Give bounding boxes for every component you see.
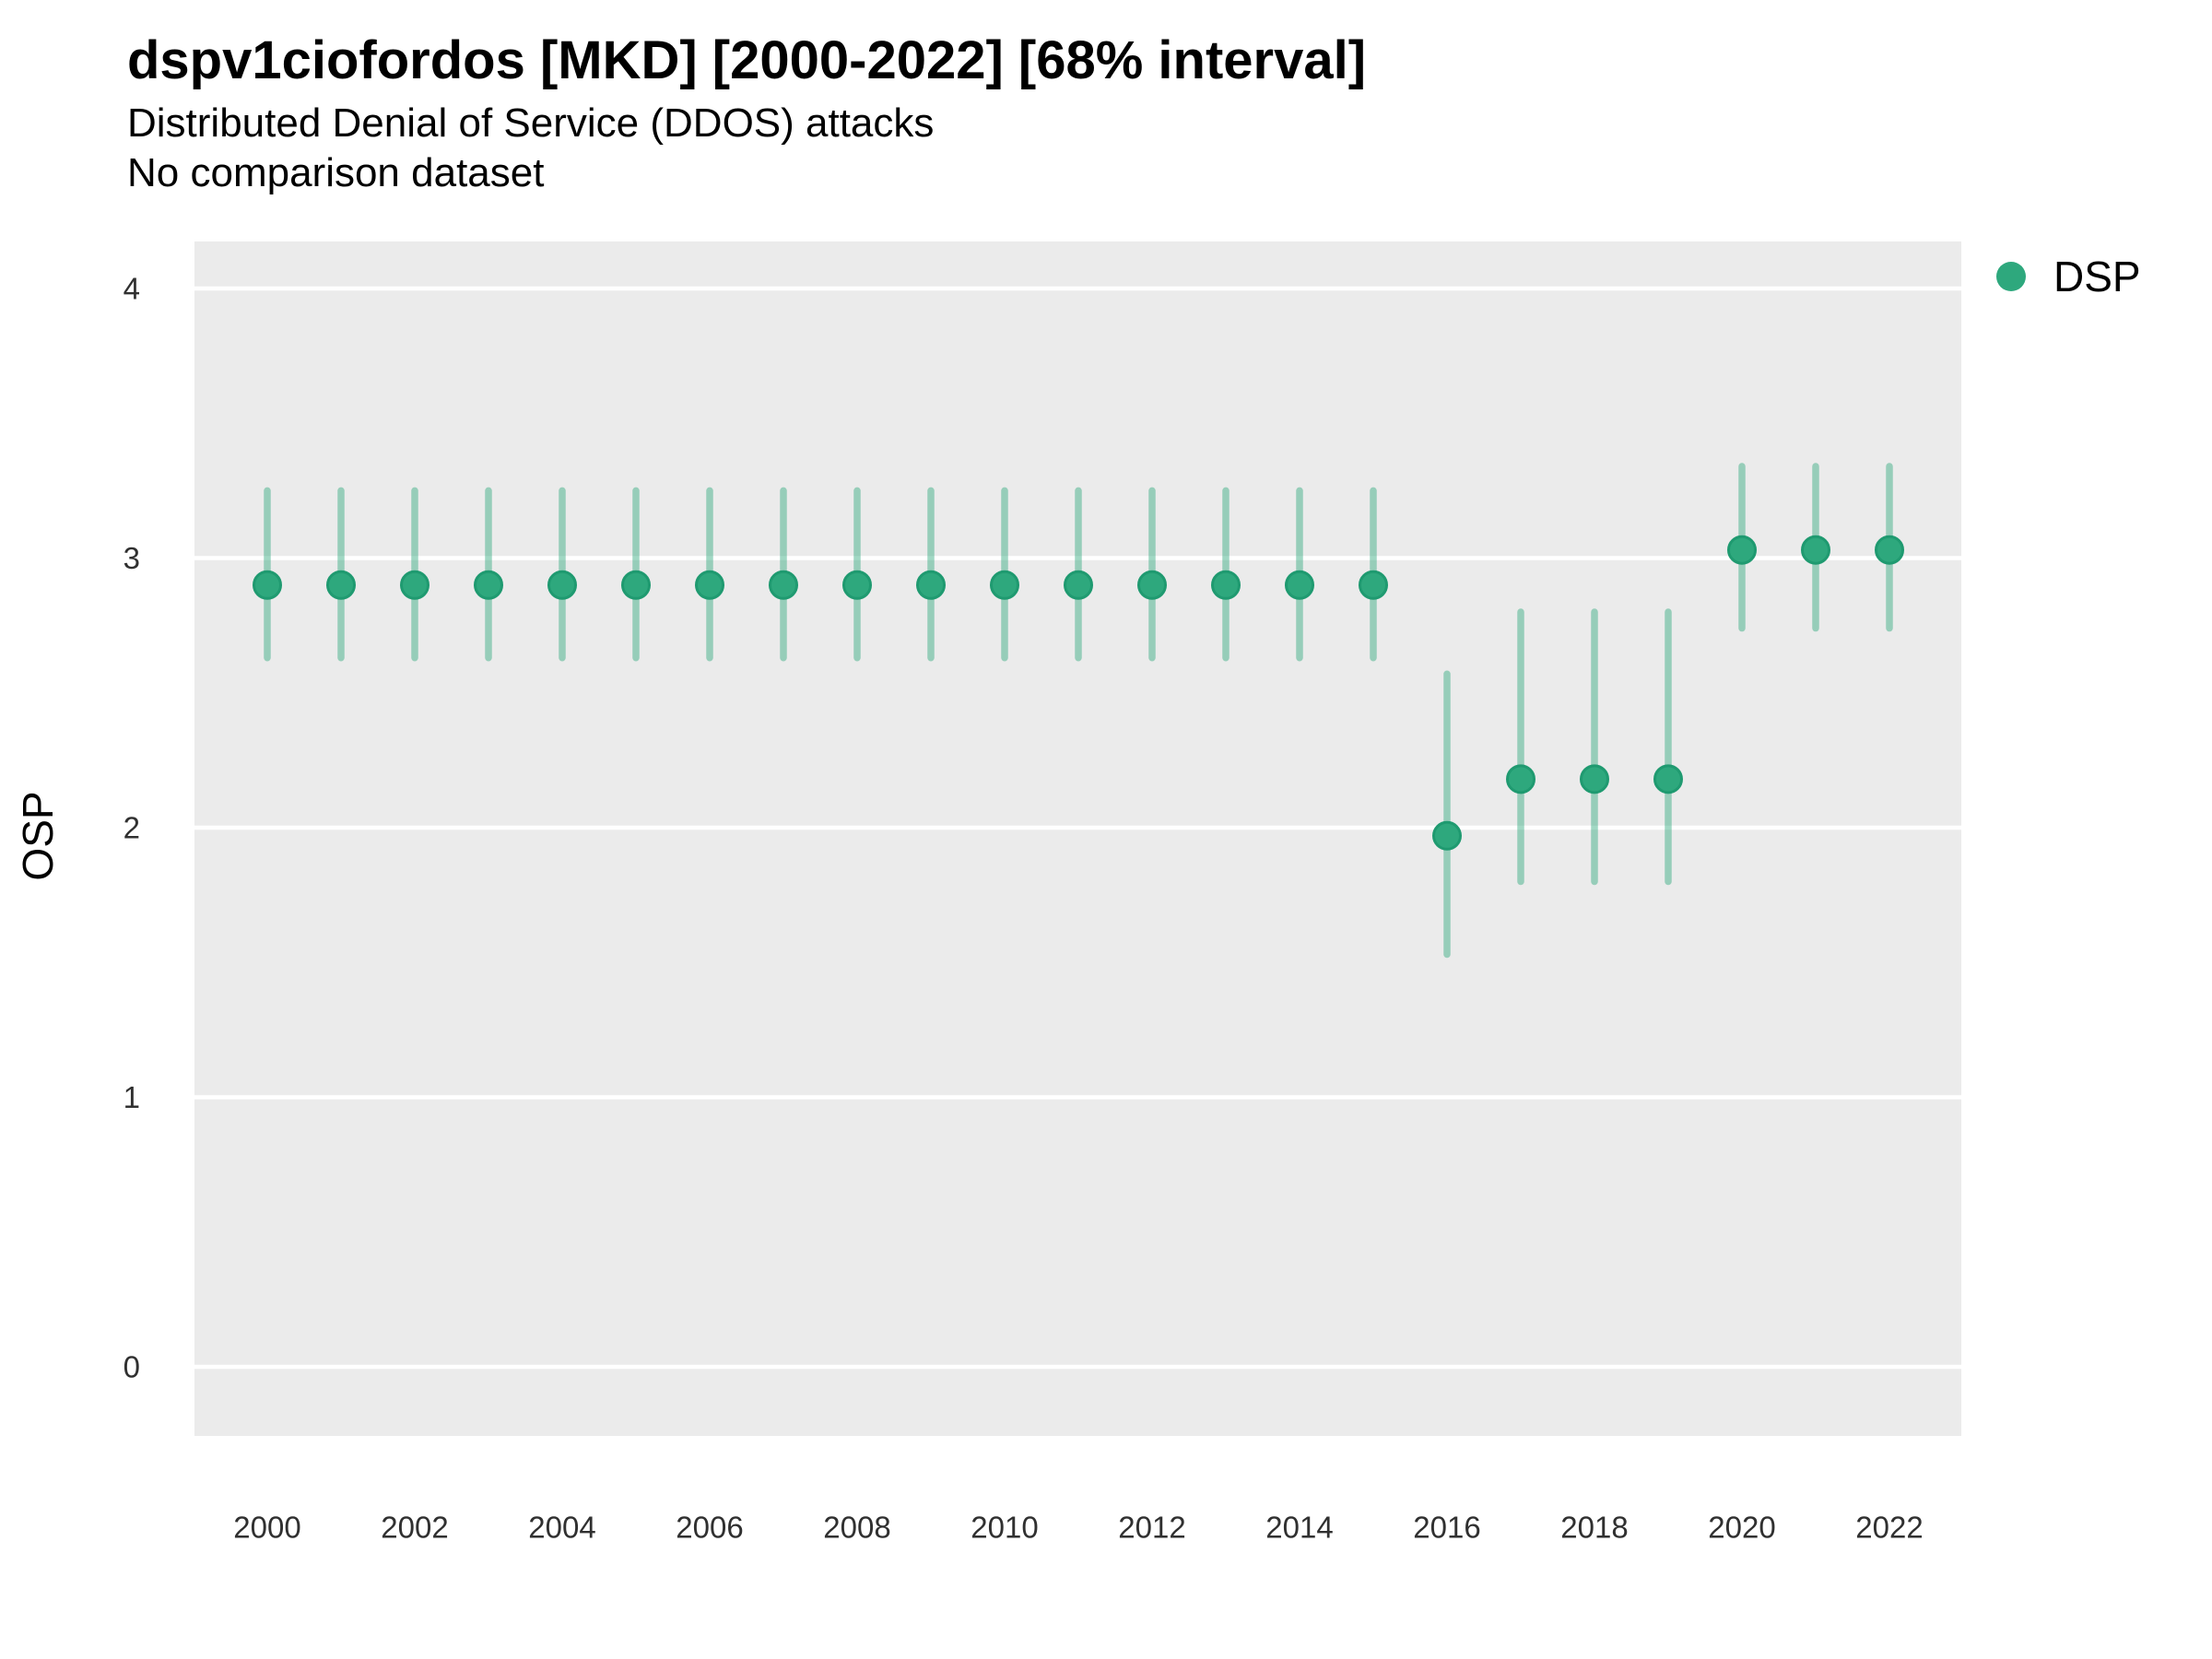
data-point-2001 — [326, 570, 356, 600]
data-point-2020 — [1727, 535, 1757, 565]
data-point-2005 — [621, 570, 651, 600]
data-point-2008 — [842, 570, 872, 600]
chart-subtitle: Distributed Denial of Service (DDOS) att… — [127, 100, 935, 146]
data-point-2003 — [474, 570, 503, 600]
data-point-2016 — [1432, 820, 1462, 851]
data-point-2017 — [1506, 764, 1535, 794]
y-tick-label-0: 0 — [124, 1350, 140, 1384]
y-axis-tick-labels: 0 1 2 3 4 — [124, 272, 140, 1384]
x-tick-label-2018: 2018 — [1560, 1511, 1628, 1545]
data-point-2015 — [1359, 570, 1388, 600]
x-axis-tick-labels: 2000 2002 2004 2006 2008 2010 2012 2014 2016 2018… — [233, 1511, 1923, 1545]
data-point-2007 — [769, 570, 798, 600]
data-point-2000 — [253, 570, 282, 600]
x-tick-label-2014: 2014 — [1265, 1511, 1333, 1545]
y-tick-label-2: 2 — [124, 811, 140, 845]
x-tick-label-2012: 2012 — [1118, 1511, 1185, 1545]
x-tick-label-2020: 2020 — [1708, 1511, 1775, 1545]
data-point-2019 — [1653, 764, 1683, 794]
gridlines — [194, 286, 1961, 1370]
data-point-2006 — [695, 570, 724, 600]
chart-note: No comparison dataset — [127, 150, 545, 195]
legend-label-dsp: DSP — [2053, 253, 2141, 300]
data-point-2011 — [1064, 570, 1093, 600]
data-point-2004 — [547, 570, 577, 600]
data-point-2014 — [1285, 570, 1314, 600]
data-point-2002 — [400, 570, 429, 600]
x-tick-label-2016: 2016 — [1413, 1511, 1480, 1545]
x-tick-label-2010: 2010 — [971, 1511, 1038, 1545]
data-point-2021 — [1801, 535, 1830, 565]
x-tick-label-2000: 2000 — [233, 1511, 300, 1545]
data-points — [253, 535, 1904, 851]
y-tick-label-3: 3 — [124, 541, 140, 575]
data-point-2018 — [1580, 764, 1609, 794]
x-tick-label-2006: 2006 — [676, 1511, 743, 1545]
chart-title: dspv1ciofordos [MKD] [2000-2022] [68% in… — [127, 30, 1367, 90]
data-point-2022 — [1875, 535, 1904, 565]
y-tick-label-1: 1 — [124, 1080, 140, 1114]
x-tick-label-2004: 2004 — [528, 1511, 595, 1545]
x-tick-label-2008: 2008 — [823, 1511, 890, 1545]
legend-marker-icon — [1996, 262, 2026, 291]
data-point-2013 — [1211, 570, 1241, 600]
plot-panel — [194, 241, 1961, 1436]
y-axis-title: OSP — [14, 791, 62, 880]
x-tick-label-2022: 2022 — [1855, 1511, 1923, 1545]
legend: DSP — [1996, 253, 2141, 300]
data-point-2012 — [1137, 570, 1167, 600]
data-point-2010 — [990, 570, 1019, 600]
data-point-2009 — [916, 570, 946, 600]
y-tick-label-4: 4 — [124, 272, 140, 306]
x-tick-label-2002: 2002 — [381, 1511, 448, 1545]
